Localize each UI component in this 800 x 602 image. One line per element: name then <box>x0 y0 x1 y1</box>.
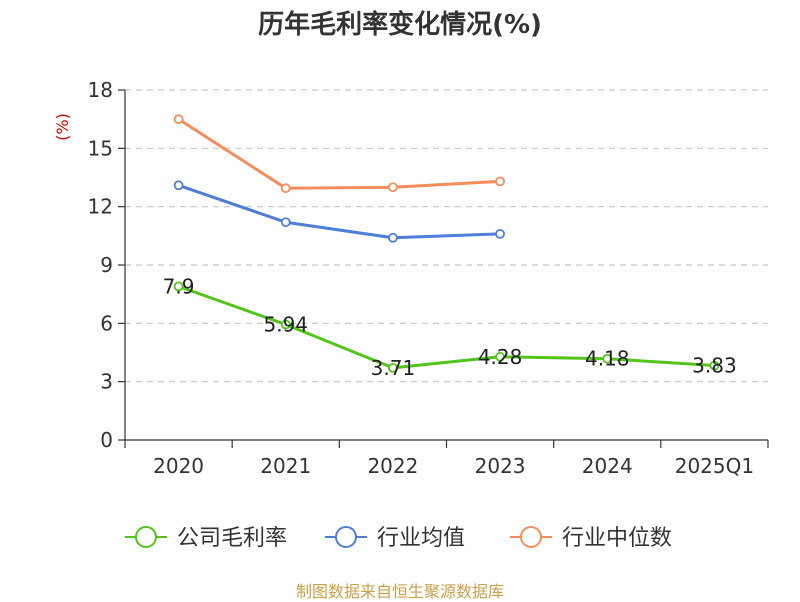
data-point-1-2023 <box>495 228 505 239</box>
y-tick-label-15: 15 <box>88 136 113 160</box>
series-line-1 <box>178 183 501 240</box>
data-point-0-2020 <box>173 281 184 292</box>
source-note: 制图数据来自恒生聚源数据库 <box>295 582 504 601</box>
legend-label-1: 行业均值 <box>377 526 465 551</box>
legend-item-2: 行业中位数 <box>510 526 672 551</box>
data-point-0-2022 <box>388 362 398 373</box>
legend-item-0: 公司毛利率 <box>125 526 287 551</box>
grid-lines <box>125 89 768 383</box>
data-point-1-2021 <box>280 217 291 228</box>
legend-swatch-marker-2 <box>520 526 542 548</box>
data-point-2-2023 <box>495 176 505 187</box>
x-tick-label-2021: 2021 <box>260 454 311 478</box>
data-point-2-2021 <box>280 183 291 194</box>
legend-label-0: 公司毛利率 <box>177 526 287 551</box>
data-label-2024: 4.18 <box>585 347 630 371</box>
y-axis-unit: (%) <box>53 113 72 141</box>
data-point-2-2022 <box>388 182 398 193</box>
y-tick-label-6: 6 <box>100 311 113 335</box>
data-point-0-2024 <box>602 353 613 364</box>
y-tick-label-12: 12 <box>88 195 113 219</box>
data-label-2022: 3.71 <box>371 356 416 380</box>
data-label-2023: 4.28 <box>478 345 523 369</box>
data-label-2025Q1: 3.83 <box>692 354 737 378</box>
data-label-2021: 5.94 <box>263 313 308 337</box>
y-tick-label-18: 18 <box>88 78 113 102</box>
y-ticks: 0 3 6 9 12 15 18 <box>88 78 125 452</box>
x-tick-label-2024: 2024 <box>582 454 633 478</box>
data-point-0-2021 <box>280 319 291 330</box>
legend-label-2: 行业中位数 <box>562 526 672 551</box>
data-point-0-2023 <box>495 351 505 362</box>
data-point-2-2020 <box>173 114 184 125</box>
data-labels: 7.9 5.94 3.71 4.28 4.18 3.83 <box>163 274 737 379</box>
series-layer <box>173 114 720 373</box>
x-tick-label-2025Q1: 2025Q1 <box>675 454 754 478</box>
x-ticks: 2020 2021 2022 2023 2024 2025Q1 <box>124 440 769 478</box>
data-point-0-2025Q1 <box>709 360 720 371</box>
x-tick-label-2023: 2023 <box>475 454 526 478</box>
x-tick-label-2020: 2020 <box>153 454 204 478</box>
y-tick-label-0: 0 <box>100 428 113 452</box>
series-line-2 <box>177 117 501 190</box>
data-point-1-2022 <box>388 232 398 243</box>
y-tick-label-3: 3 <box>100 370 113 394</box>
data-label-2020: 7.9 <box>163 274 195 298</box>
y-tick-label-9: 9 <box>100 253 113 277</box>
legend-swatch-marker-0 <box>135 526 157 548</box>
data-point-1-2020 <box>173 180 184 191</box>
chart-title: 历年毛利率变化情况(%) <box>258 10 542 40</box>
legend-item-1: 行业均值 <box>325 526 465 551</box>
x-tick-label-2022: 2022 <box>367 454 418 478</box>
legend-swatch-marker-1 <box>335 526 357 548</box>
legend: 公司毛利率 行业均值 行业中位数 <box>125 526 672 551</box>
series-line-0 <box>178 284 715 370</box>
